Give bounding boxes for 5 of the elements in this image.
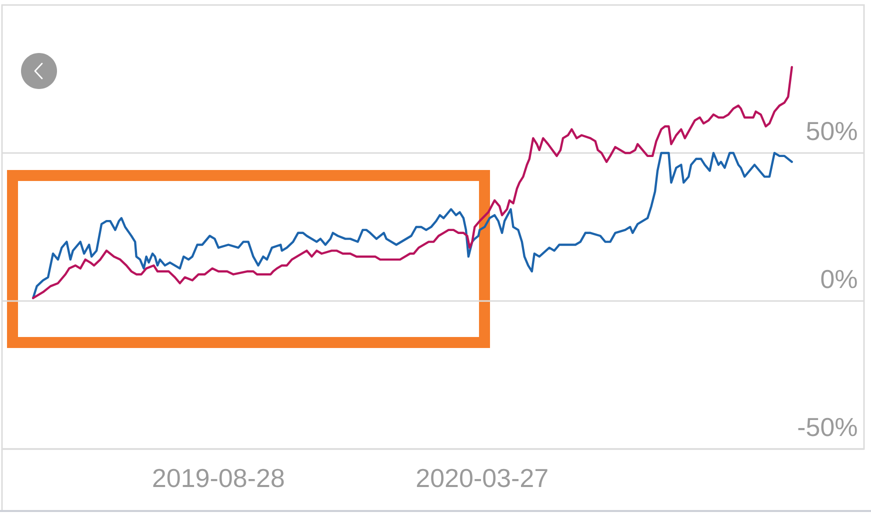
y-tick-label: 50%	[806, 122, 857, 140]
y-tick-label: -50%	[798, 418, 857, 436]
x-tick-label: 2020-03-27	[416, 468, 548, 488]
x-tick-label: 2019-08-28	[153, 468, 284, 488]
y-tick-label: 0%	[821, 270, 857, 288]
